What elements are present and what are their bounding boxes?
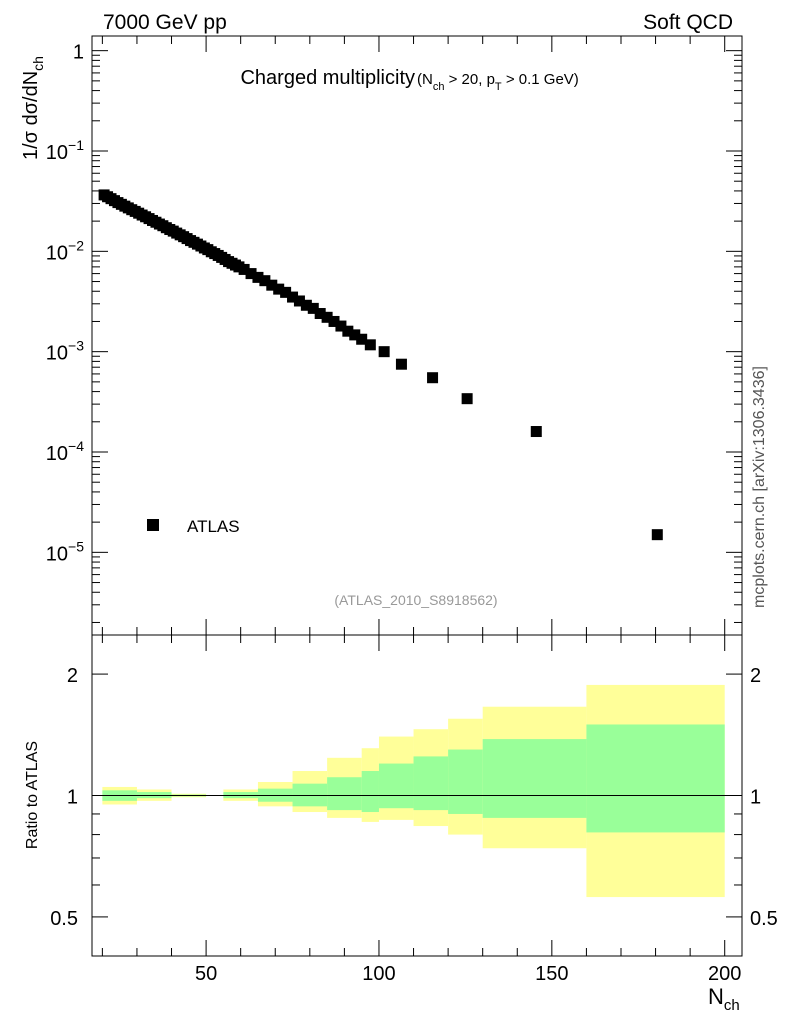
ratio-band-inner bbox=[448, 749, 483, 814]
main-y-tick-label: 1 bbox=[73, 42, 84, 64]
tick-base: 10 bbox=[46, 543, 68, 565]
x-tick-label: 100 bbox=[362, 963, 395, 985]
data-point bbox=[321, 311, 333, 323]
tick-exponent: −5 bbox=[68, 538, 84, 554]
ratio-band-inner bbox=[361, 771, 379, 813]
main-plot-frame bbox=[91, 35, 743, 636]
x-tick-label: 50 bbox=[195, 963, 217, 985]
tick-exponent: −2 bbox=[68, 237, 84, 253]
ratio-y-tick-label-right: 2 bbox=[750, 665, 761, 687]
data-point bbox=[395, 358, 407, 370]
data-point bbox=[328, 315, 340, 327]
main-data-markers bbox=[98, 189, 663, 541]
data-point bbox=[300, 299, 312, 311]
cuts-end: > 0.1 GeV) bbox=[502, 71, 579, 88]
ratio-y-tick-label: 2 bbox=[67, 665, 78, 687]
ratio-y-tick-label-right: 1 bbox=[750, 787, 761, 809]
y-label-main: 1/σ dσ/dN bbox=[20, 71, 42, 160]
data-point bbox=[461, 393, 473, 405]
ratio-y-axis-label: Ratio to ATLAS bbox=[24, 741, 41, 849]
data-point bbox=[364, 339, 376, 351]
legend-label: ATLAS bbox=[187, 517, 240, 536]
main-y-tick-label: 10−5 bbox=[46, 538, 84, 565]
tick-exponent: −1 bbox=[68, 137, 84, 153]
ratio-y-tick-label: 1 bbox=[67, 787, 78, 809]
plot-title: Charged multiplicity bbox=[240, 67, 415, 89]
tick-base: 10 bbox=[46, 443, 68, 465]
legend-marker bbox=[147, 519, 159, 531]
tick-base: 10 bbox=[46, 142, 68, 164]
x-axis-label: Nch bbox=[708, 984, 740, 1014]
ratio-axis-ticks: 0.5 0.5 1 1 2 2 50 100 150 200 bbox=[50, 635, 778, 985]
header-right-text: Soft QCD bbox=[643, 11, 733, 34]
data-point bbox=[314, 308, 326, 320]
watermark-text: mcplots.cern.ch [arXiv:1306.3436] bbox=[751, 366, 768, 608]
ratio-y-tick-label-right: 0.5 bbox=[750, 908, 778, 930]
cuts-start: (N bbox=[417, 71, 433, 88]
plot-title-cuts: (Nch > 20, pT > 0.1 GeV) bbox=[417, 71, 579, 93]
cuts-sub-t: T bbox=[495, 81, 502, 93]
data-point bbox=[293, 295, 305, 307]
main-y-axis-label: 1/σ dσ/dNch bbox=[20, 56, 46, 160]
header-left-text: 7000 GeV pp bbox=[103, 11, 227, 34]
data-point bbox=[335, 320, 347, 332]
ratio-band-inner bbox=[482, 739, 587, 818]
tick-base: 10 bbox=[46, 343, 68, 365]
data-point bbox=[342, 325, 354, 337]
ratio-band-inner bbox=[292, 783, 328, 807]
data-point bbox=[307, 302, 319, 314]
ratio-bands bbox=[102, 684, 725, 898]
ratio-band-inner bbox=[586, 724, 725, 833]
main-y-tick-label: 10−1 bbox=[46, 137, 84, 164]
cuts-middle: > 20, p bbox=[444, 71, 494, 88]
x-label-sub: ch bbox=[724, 997, 740, 1014]
data-point bbox=[259, 275, 271, 287]
tick-exponent: −4 bbox=[68, 438, 84, 454]
ratio-y-tick-label: 0.5 bbox=[50, 908, 78, 930]
ratio-band-inner bbox=[327, 777, 362, 811]
data-point bbox=[356, 333, 368, 345]
ratio-band-inner bbox=[413, 756, 449, 811]
tick-base: 10 bbox=[46, 242, 68, 264]
data-point bbox=[349, 329, 361, 341]
data-point bbox=[427, 372, 439, 384]
x-tick-label: 200 bbox=[708, 963, 741, 985]
x-label-main: N bbox=[708, 984, 724, 1009]
data-point bbox=[651, 529, 663, 541]
data-point bbox=[287, 291, 299, 303]
data-point bbox=[530, 426, 542, 438]
x-tick-label: 150 bbox=[535, 963, 568, 985]
data-point bbox=[378, 346, 390, 358]
tick-exponent: −3 bbox=[68, 338, 84, 354]
data-point bbox=[252, 271, 264, 283]
main-y-tick-label: 10−4 bbox=[46, 438, 84, 465]
analysis-id-text: (ATLAS_2010_S8918562) bbox=[334, 592, 497, 608]
data-point bbox=[280, 286, 292, 298]
data-point bbox=[266, 279, 278, 291]
ratio-band-inner bbox=[378, 763, 414, 809]
main-y-tick-label: 10−3 bbox=[46, 338, 84, 365]
data-point bbox=[273, 283, 285, 295]
main-axis-ticks: 110−110−210−310−410−5 bbox=[46, 36, 742, 635]
data-point bbox=[238, 263, 250, 275]
data-point bbox=[245, 268, 257, 280]
main-y-tick-label: 10−2 bbox=[46, 237, 84, 264]
y-label-sub: ch bbox=[30, 56, 46, 71]
cuts-sub-ch: ch bbox=[433, 81, 445, 93]
